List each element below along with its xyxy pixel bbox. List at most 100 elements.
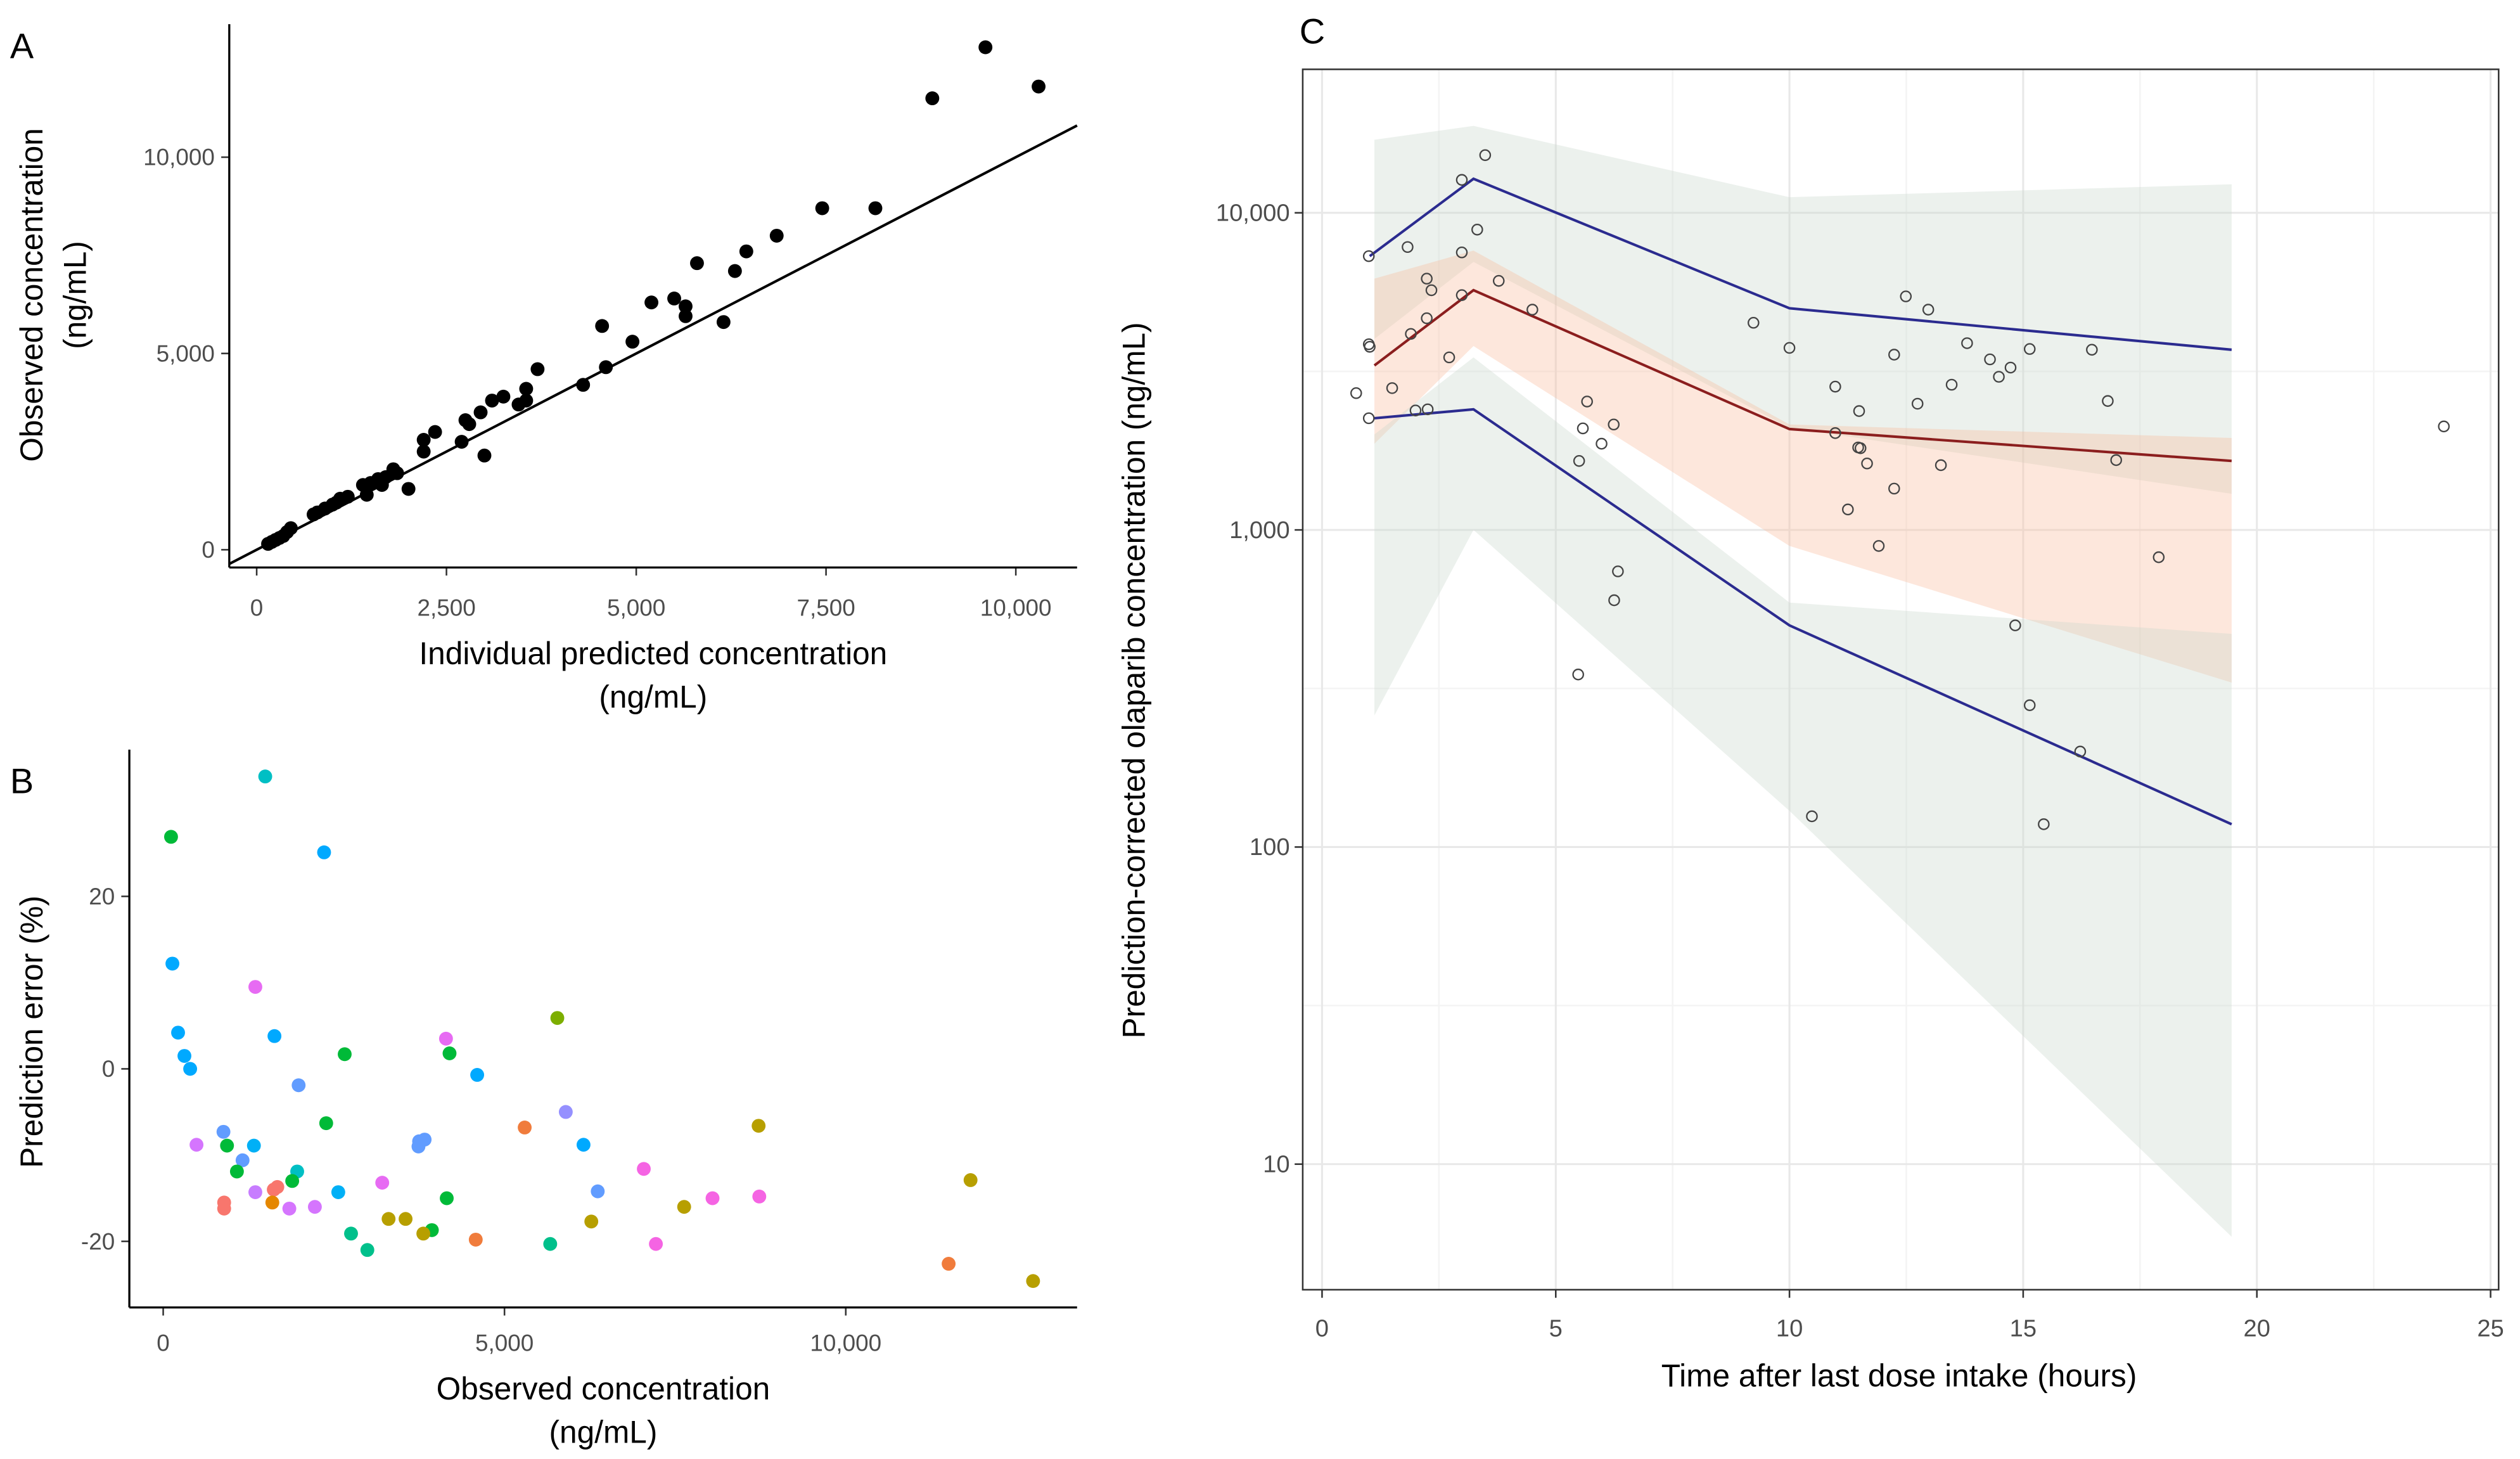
- data-point: [727, 264, 742, 278]
- x-tick-label: 5: [1549, 1315, 1563, 1342]
- data-point: [716, 315, 731, 330]
- data-point: [319, 1116, 333, 1131]
- data-point: [291, 1078, 306, 1093]
- observed-point: [1573, 454, 1585, 467]
- observed-point: [1783, 342, 1796, 354]
- data-point: [171, 1025, 185, 1040]
- data-point: [942, 1257, 956, 1271]
- data-point: [331, 1185, 345, 1199]
- data-point: [769, 228, 784, 243]
- x-tick-label: 2,500: [417, 595, 475, 621]
- data-point: [235, 1153, 250, 1167]
- data-point: [248, 980, 262, 994]
- panel-b: B 0 5,000 10,000 -20 0 20 Prediction error (%…: [10, 749, 1077, 1450]
- y-tick-label: 0: [201, 537, 215, 563]
- observed-point: [1806, 810, 1818, 823]
- data-point: [485, 394, 499, 408]
- data-point: [679, 309, 693, 323]
- x-tick-label: 20: [2244, 1315, 2270, 1342]
- observed-point: [1455, 246, 1468, 259]
- data-point: [599, 360, 613, 375]
- panel-a-marks: 0 2,500 5,000 7,500 10,000 0 5,000 10,000: [143, 40, 1078, 621]
- data-point: [543, 1237, 558, 1251]
- observed-point: [2110, 454, 2122, 466]
- line-observed-95th-percentile: [1369, 177, 2232, 351]
- data-point: [690, 256, 704, 271]
- panel-c-frame: [1302, 68, 2500, 1291]
- observed-point: [1922, 304, 1935, 316]
- panel-c-x-title: Time after last dose intake (hours): [1661, 1358, 2137, 1394]
- data-point: [267, 1029, 282, 1043]
- observed-point: [1900, 290, 1912, 302]
- line-observed-median: [1373, 288, 2232, 463]
- data-point: [344, 1226, 358, 1241]
- data-point: [815, 201, 829, 215]
- observed-point: [1425, 284, 1438, 297]
- observed-point: [1421, 312, 1433, 325]
- data-point: [360, 1243, 374, 1257]
- observed-point: [1596, 437, 1608, 450]
- data-point: [644, 295, 659, 310]
- data-point: [216, 1124, 231, 1139]
- data-point: [518, 1121, 532, 1134]
- observed-point: [1364, 340, 1376, 353]
- observed-point: [1421, 273, 1433, 285]
- data-point: [390, 466, 404, 480]
- data-point: [267, 1183, 281, 1197]
- y-tick-label: 5,000: [157, 340, 215, 366]
- data-point: [163, 830, 178, 844]
- data-point: [595, 319, 610, 333]
- data-point: [442, 1046, 457, 1060]
- data-point: [576, 1138, 591, 1152]
- data-point: [416, 1226, 431, 1241]
- observed-point: [1421, 403, 1434, 416]
- data-point: [470, 1068, 485, 1082]
- x-tick-label: 0: [157, 1330, 170, 1356]
- observed-point: [1492, 274, 1505, 287]
- y-tick-label: 0: [102, 1056, 115, 1082]
- observed-point: [1853, 405, 1865, 417]
- panel-a-x-unit: (ng/mL): [599, 679, 707, 715]
- data-point: [189, 1138, 204, 1152]
- observed-point: [1362, 412, 1375, 425]
- data-point: [752, 1119, 766, 1133]
- observed-point: [1402, 241, 1414, 254]
- data-point: [401, 482, 416, 496]
- observed-point: [2102, 395, 2114, 407]
- panel-c-tag: C: [1300, 11, 1325, 51]
- y-tick-label: 10,000: [143, 145, 215, 170]
- data-point: [468, 1232, 483, 1247]
- observed-point: [1872, 540, 1885, 552]
- data-point: [530, 362, 545, 376]
- data-point: [340, 489, 355, 504]
- data-point: [438, 1031, 453, 1046]
- data-point: [584, 1214, 599, 1229]
- observed-point: [1829, 427, 1841, 439]
- x-tick-label: 25: [2477, 1315, 2504, 1342]
- observed-point: [1888, 349, 1900, 361]
- data-point: [576, 378, 591, 392]
- observed-point: [1945, 378, 1958, 391]
- data-point: [282, 1201, 297, 1216]
- panel-a-x-title: Individual predicted concentration: [419, 636, 887, 671]
- data-point: [265, 1195, 279, 1210]
- data-point: [416, 444, 431, 459]
- data-point: [963, 1173, 978, 1187]
- data-point: [220, 1138, 234, 1153]
- data-point: [411, 1139, 426, 1154]
- data-point: [359, 487, 374, 502]
- observed-point: [1455, 174, 1468, 186]
- observed-point: [1984, 353, 1996, 366]
- data-point: [217, 1201, 231, 1216]
- data-point: [248, 1185, 262, 1199]
- observed-point: [1577, 422, 1589, 435]
- data-point: [978, 40, 993, 55]
- panel-a-y-title: Observed concentration: [14, 128, 49, 462]
- observed-point: [1581, 395, 1593, 408]
- y-tick-label: 100: [1250, 833, 1290, 861]
- observed-point: [2023, 699, 2036, 711]
- data-point: [285, 1174, 300, 1188]
- observed-point: [1854, 442, 1867, 454]
- panel-c-grid: [1302, 69, 2499, 1290]
